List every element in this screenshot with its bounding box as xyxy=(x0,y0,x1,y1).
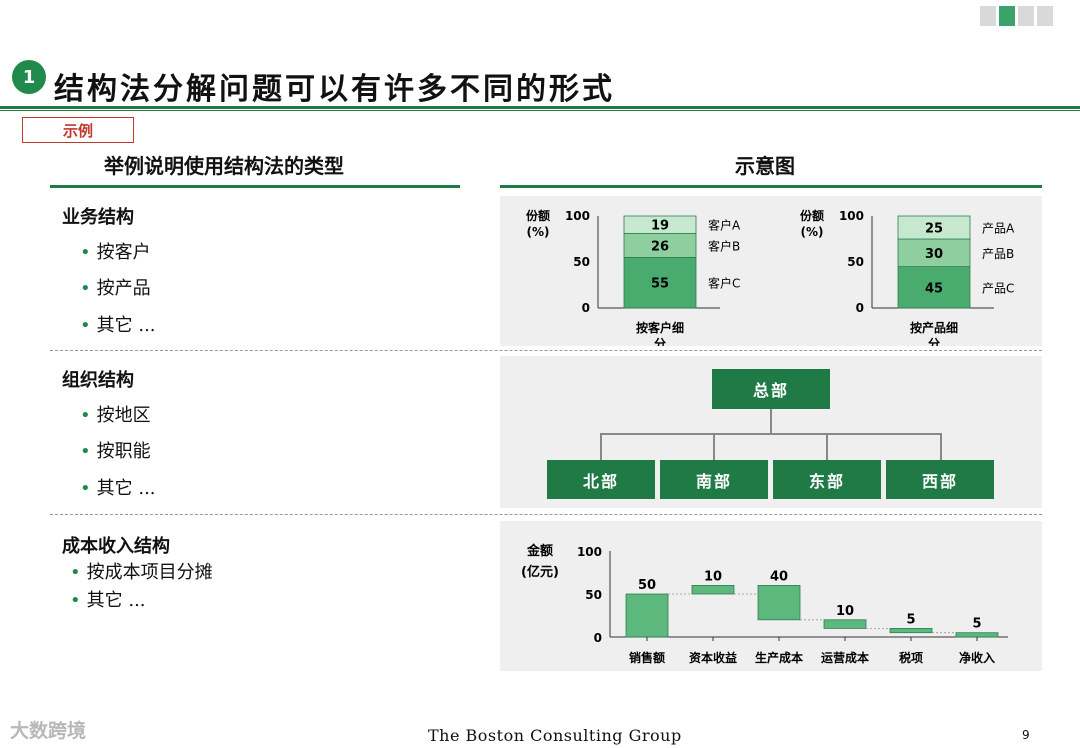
stacked-bar-segment xyxy=(897,215,971,240)
org-connector xyxy=(600,433,602,460)
y-axis-label: 份额 xyxy=(526,208,550,223)
section-title-business: 业务结构 xyxy=(62,207,134,228)
data-label: 26 xyxy=(651,239,669,254)
data-label: 40 xyxy=(770,569,788,584)
y-axis-label: (亿元) xyxy=(521,564,559,580)
waterfall-bar xyxy=(823,619,867,629)
waterfall-chart: 金额 (亿元) 100 50 0 50 销售额 10 资本收益 40 生产成本 10 运营成本 5 税项 5 净… xyxy=(521,543,1008,665)
data-label: 25 xyxy=(925,222,943,237)
right-column-header: 示意图 xyxy=(735,154,795,178)
legend-label: 产品A xyxy=(982,222,1015,236)
y-tick-label: 50 xyxy=(847,255,864,269)
data-label: 55 xyxy=(651,277,669,292)
y-axis-label: (%) xyxy=(801,225,824,239)
org-node-east: 东部 xyxy=(773,460,881,499)
footer-brand: The Boston Consulting Group xyxy=(428,726,682,745)
data-label: 45 xyxy=(925,281,943,296)
stacked-bar-segment xyxy=(897,238,971,268)
watermark: 大数跨境 xyxy=(10,720,87,742)
y-tick-label: 0 xyxy=(594,631,602,645)
y-tick-label: 0 xyxy=(856,301,864,315)
bullet-item: • 按成本项目分摊 xyxy=(70,562,213,583)
progress-step xyxy=(1037,6,1053,26)
data-label: 10 xyxy=(836,604,854,619)
waterfall-bar xyxy=(955,632,999,638)
stacked-bar-segment xyxy=(897,266,971,309)
legend-label: 客户A xyxy=(708,218,741,233)
progress-step xyxy=(980,6,996,26)
example-tag: 示例 xyxy=(22,117,134,143)
bullet-item: • 按客户 xyxy=(80,242,151,263)
y-tick-label: 50 xyxy=(585,588,602,602)
legend-label: 客户B xyxy=(708,238,740,253)
org-connector xyxy=(770,409,772,434)
legend-label: 客户C xyxy=(708,276,740,291)
data-label: 19 xyxy=(651,219,669,234)
data-label: 5 xyxy=(972,617,981,632)
y-tick-label: 50 xyxy=(573,255,590,269)
waterfall-bar xyxy=(691,585,735,595)
x-tick-label: 分 xyxy=(928,336,940,346)
progress-step-current xyxy=(999,6,1015,26)
x-tick-label: 分 xyxy=(654,336,666,346)
bullet-item: • 按产品 xyxy=(80,278,151,299)
waterfall-bar xyxy=(625,593,669,638)
page-number: 9 xyxy=(1022,728,1030,742)
section-title-cost-revenue: 成本收入结构 xyxy=(62,536,170,557)
org-connector xyxy=(600,433,942,435)
org-node-north: 北部 xyxy=(547,460,655,499)
slide-title: 结构法分解问题可以有许多不同的形式 xyxy=(54,72,615,107)
org-connector xyxy=(940,433,942,460)
chart-panel-business: 份额 (%) 100 50 0 55 客户C 26 客户B 19 客户A 按客户细分份额 (%) 100 5… xyxy=(500,196,1042,351)
progress-step xyxy=(1018,6,1034,26)
bullet-item: • 其它 ... xyxy=(70,590,146,611)
x-tick-label: 按客户细 xyxy=(636,320,684,335)
org-node-headquarters: 总部 xyxy=(712,369,830,409)
y-axis-label: 金额 xyxy=(526,543,553,559)
title-rule xyxy=(0,106,1080,109)
section-title-organization: 组织结构 xyxy=(62,370,134,391)
y-tick-label: 100 xyxy=(577,545,602,559)
title-rule-thin xyxy=(0,110,1080,111)
chart-panel-cost-revenue: 金额 (亿元) 100 50 0 50 销售额 10 资本收益 40 生产成本 10 运营成本 5 税项 5 净… xyxy=(500,521,1042,671)
x-tick-label: 运营成本 xyxy=(821,650,869,665)
y-axis-label: 份额 xyxy=(800,208,824,223)
right-header-rule xyxy=(500,185,1042,188)
progress-indicator xyxy=(980,6,1053,26)
legend-label: 产品B xyxy=(982,247,1014,261)
x-tick-label: 净收入 xyxy=(959,650,995,665)
left-column-header: 举例说明使用结构法的类型 xyxy=(104,154,344,178)
org-connector xyxy=(826,433,828,460)
section-divider xyxy=(50,350,1042,351)
stacked-bar-segment xyxy=(623,215,697,234)
org-node-west: 西部 xyxy=(886,460,994,499)
bullet-item: • 其它 ... xyxy=(80,478,156,499)
data-label: 30 xyxy=(925,247,943,262)
x-tick-label: 销售额 xyxy=(629,650,665,665)
waterfall-bar xyxy=(757,585,801,621)
org-node-south: 南部 xyxy=(660,460,768,499)
data-label: 50 xyxy=(638,578,656,593)
section-number-badge: 1 xyxy=(12,60,46,94)
section-divider xyxy=(50,514,1042,515)
bullet-item: • 其它 ... xyxy=(80,315,156,336)
waterfall-bar xyxy=(889,628,933,634)
legend-label: 产品C xyxy=(982,281,1014,295)
left-header-rule xyxy=(50,185,460,188)
x-tick-label: 税项 xyxy=(899,650,923,665)
y-axis-label: (%) xyxy=(527,225,550,239)
x-tick-label: 资本收益 xyxy=(689,650,737,665)
y-tick-label: 0 xyxy=(582,301,590,315)
bullet-item: • 按地区 xyxy=(80,405,151,426)
y-tick-label: 100 xyxy=(565,209,590,223)
org-connector xyxy=(713,433,715,460)
data-label: 5 xyxy=(906,612,915,627)
stacked-bar-segment xyxy=(623,257,697,309)
bullet-item: • 按职能 xyxy=(80,441,151,462)
y-tick-label: 100 xyxy=(839,209,864,223)
x-tick-label: 按产品细 xyxy=(910,320,958,335)
data-label: 10 xyxy=(704,569,722,584)
x-tick-label: 生产成本 xyxy=(755,650,803,665)
